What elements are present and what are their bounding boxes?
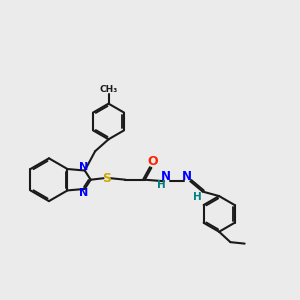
Text: H: H xyxy=(157,180,166,190)
Text: S: S xyxy=(103,172,112,185)
Text: H: H xyxy=(193,192,202,202)
Text: N: N xyxy=(79,188,88,198)
Text: CH₃: CH₃ xyxy=(99,85,118,94)
Text: N: N xyxy=(161,170,171,183)
Text: N: N xyxy=(182,170,192,183)
Text: O: O xyxy=(148,155,158,168)
Text: N: N xyxy=(79,162,88,172)
